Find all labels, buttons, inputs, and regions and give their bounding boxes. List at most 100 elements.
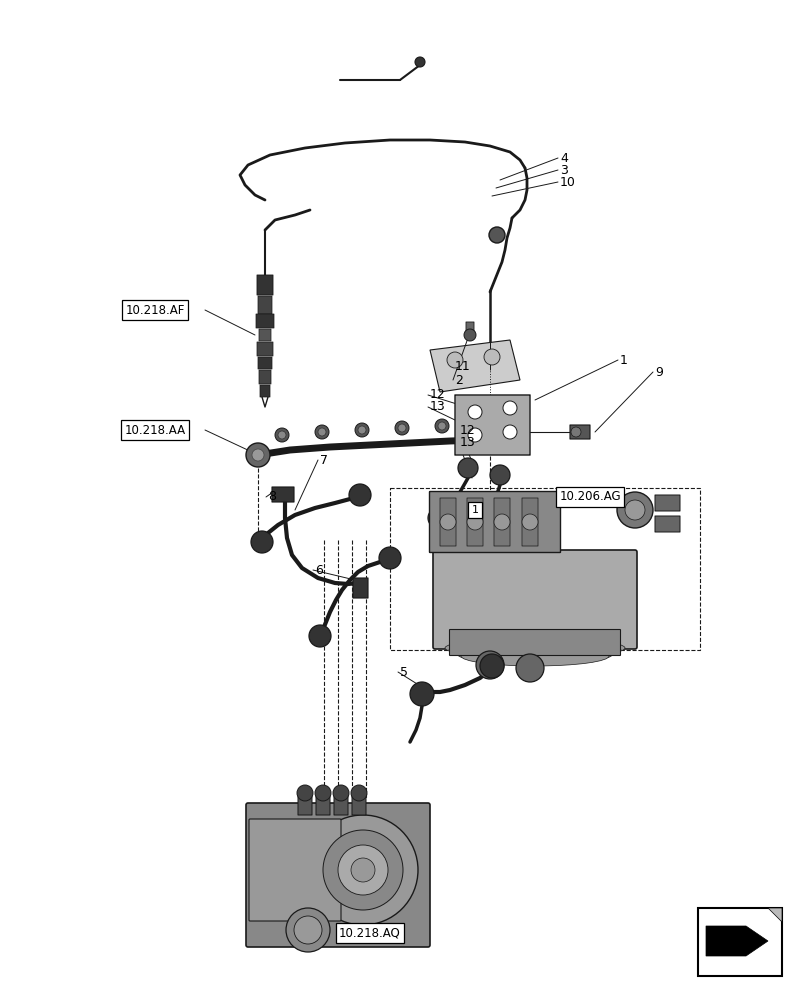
Text: 9: 9 (654, 365, 662, 378)
Circle shape (435, 419, 448, 433)
Circle shape (483, 349, 500, 365)
FancyBboxPatch shape (256, 342, 272, 356)
FancyBboxPatch shape (353, 578, 367, 598)
Circle shape (297, 785, 312, 801)
Circle shape (251, 531, 272, 553)
Circle shape (489, 465, 509, 485)
Text: 12: 12 (430, 388, 445, 401)
FancyBboxPatch shape (333, 795, 348, 815)
Circle shape (251, 449, 264, 461)
Text: 7: 7 (320, 454, 328, 466)
FancyBboxPatch shape (272, 487, 294, 502)
Circle shape (467, 428, 482, 442)
Circle shape (502, 425, 517, 439)
Circle shape (479, 654, 504, 678)
Bar (697, 908, 781, 976)
Circle shape (349, 484, 371, 506)
Text: 10.206.AG: 10.206.AG (559, 490, 620, 504)
Circle shape (350, 858, 375, 882)
Circle shape (457, 458, 478, 478)
FancyBboxPatch shape (249, 819, 341, 921)
Text: 2: 2 (454, 373, 462, 386)
Circle shape (350, 785, 367, 801)
Circle shape (515, 654, 543, 682)
FancyBboxPatch shape (246, 803, 430, 947)
FancyBboxPatch shape (432, 550, 636, 649)
Circle shape (277, 431, 285, 439)
Polygon shape (767, 908, 781, 922)
Circle shape (521, 514, 538, 530)
Polygon shape (705, 926, 767, 956)
Circle shape (307, 815, 418, 925)
Circle shape (275, 428, 289, 442)
Circle shape (446, 352, 462, 368)
FancyBboxPatch shape (654, 495, 679, 511)
FancyBboxPatch shape (466, 498, 483, 546)
FancyBboxPatch shape (654, 516, 679, 532)
Circle shape (358, 426, 366, 434)
Circle shape (570, 427, 581, 437)
FancyBboxPatch shape (440, 498, 456, 546)
Circle shape (394, 421, 409, 435)
Circle shape (616, 492, 652, 528)
FancyBboxPatch shape (449, 630, 620, 656)
Circle shape (354, 423, 368, 437)
Text: 6: 6 (315, 564, 323, 576)
Text: 11: 11 (454, 360, 470, 373)
Circle shape (318, 428, 325, 436)
Circle shape (493, 514, 509, 530)
Circle shape (323, 830, 402, 910)
FancyBboxPatch shape (255, 314, 273, 328)
FancyBboxPatch shape (351, 795, 366, 815)
Circle shape (449, 530, 470, 550)
Circle shape (315, 785, 331, 801)
Circle shape (624, 500, 644, 520)
Text: 13: 13 (460, 436, 475, 448)
Text: 1: 1 (471, 505, 478, 515)
Ellipse shape (448, 640, 620, 660)
Circle shape (397, 424, 406, 432)
Circle shape (466, 514, 483, 530)
FancyBboxPatch shape (466, 322, 474, 334)
FancyBboxPatch shape (259, 370, 271, 384)
FancyBboxPatch shape (454, 395, 530, 455)
Text: 12: 12 (460, 424, 475, 436)
Text: 4: 4 (560, 152, 567, 165)
Circle shape (246, 443, 270, 467)
Circle shape (440, 514, 456, 530)
Ellipse shape (461, 646, 608, 666)
Text: 5: 5 (400, 666, 407, 678)
Text: 10.218.AF: 10.218.AF (125, 304, 184, 316)
Circle shape (488, 227, 504, 243)
FancyBboxPatch shape (315, 795, 329, 815)
FancyBboxPatch shape (258, 296, 272, 314)
Circle shape (502, 401, 517, 415)
Circle shape (315, 425, 328, 439)
Circle shape (379, 547, 401, 569)
Circle shape (337, 845, 388, 895)
FancyBboxPatch shape (256, 275, 272, 295)
FancyBboxPatch shape (298, 795, 311, 815)
Text: 3: 3 (560, 164, 567, 177)
Text: 8: 8 (268, 490, 276, 504)
Circle shape (475, 651, 504, 679)
FancyBboxPatch shape (260, 385, 270, 397)
Text: 10: 10 (560, 176, 575, 189)
Text: 1: 1 (620, 354, 627, 366)
Circle shape (467, 405, 482, 419)
Circle shape (437, 422, 445, 430)
Circle shape (285, 908, 329, 952)
FancyBboxPatch shape (258, 357, 272, 369)
Text: 13: 13 (430, 400, 445, 414)
Polygon shape (430, 340, 519, 392)
Circle shape (309, 625, 331, 647)
Text: 10.218.AA: 10.218.AA (124, 424, 186, 436)
FancyBboxPatch shape (493, 498, 509, 546)
Ellipse shape (457, 644, 612, 664)
Ellipse shape (453, 642, 616, 662)
Circle shape (410, 682, 433, 706)
FancyBboxPatch shape (521, 498, 538, 546)
FancyBboxPatch shape (569, 425, 590, 439)
Circle shape (294, 916, 322, 944)
Circle shape (463, 329, 475, 341)
